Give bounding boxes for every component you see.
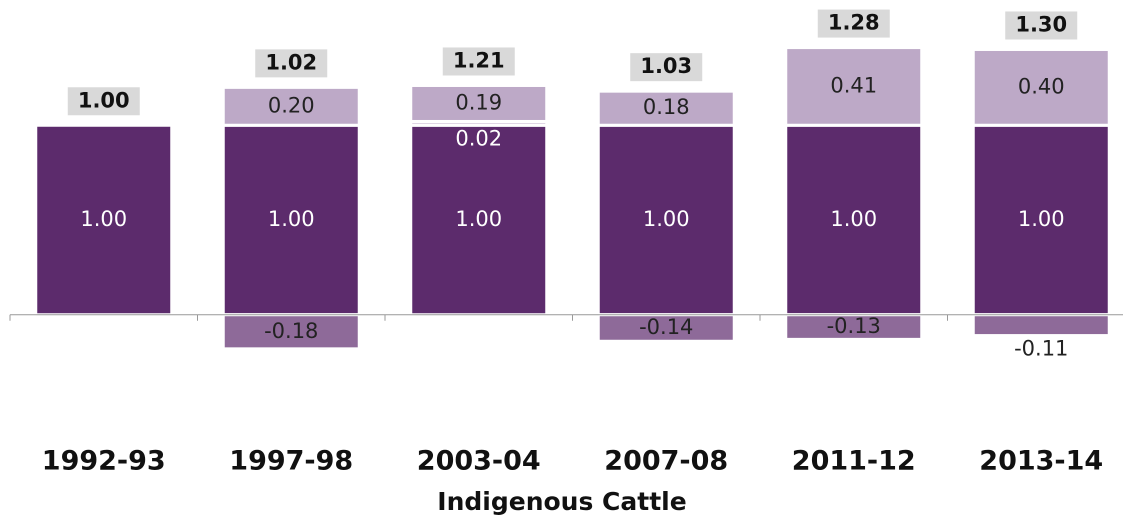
value-label: 1.00: [643, 207, 690, 231]
value-label: 1.00: [830, 207, 877, 231]
value-label: 0.20: [268, 93, 315, 117]
total-label: 1.02: [265, 50, 317, 74]
bar-segment: [971, 47, 1111, 127]
total-box: [442, 47, 515, 76]
bar-segment: [221, 313, 361, 351]
x-tick-label: 2007-08: [604, 446, 728, 477]
bar-segment: [784, 46, 924, 127]
total-label: 1.28: [828, 11, 880, 35]
total-box: [255, 49, 328, 78]
value-label: 0.18: [643, 95, 690, 119]
value-label: 1.00: [455, 207, 502, 231]
value-label: 1.00: [1018, 207, 1065, 231]
x-tick-label: 2013-14: [979, 446, 1103, 477]
x-tick-label: 1997-98: [229, 446, 353, 477]
total-box: [630, 53, 703, 82]
value-label: 0.19: [455, 90, 502, 114]
value-label: 0.41: [830, 73, 877, 97]
bar-segment: [34, 123, 174, 317]
value-label: 1.00: [268, 207, 315, 231]
value-label: -0.14: [639, 315, 693, 339]
x-tick-label: 2003-04: [417, 446, 541, 477]
bar-segment: [971, 313, 1111, 338]
total-box: [67, 87, 140, 116]
bar-segment: [596, 89, 736, 127]
value-label: 1.00: [80, 207, 127, 231]
x-axis-label: Indigenous Cattle: [437, 487, 686, 516]
bar-segment: [221, 85, 361, 127]
x-tick-label: 2011-12: [792, 446, 916, 477]
bar-segment: [596, 313, 736, 343]
value-label: -0.13: [827, 314, 881, 338]
x-tick-label: 1992-93: [42, 446, 166, 477]
value-label: 0.02: [455, 126, 502, 150]
value-label: 0.40: [1018, 74, 1065, 98]
bar-segment: [784, 313, 924, 341]
total-label: 1.21: [453, 48, 505, 72]
total-box: [1005, 11, 1078, 40]
bar-segment: [409, 123, 549, 317]
value-label: -0.18: [264, 319, 318, 343]
bar-segment: [784, 123, 924, 317]
total-label: 1.30: [1015, 12, 1067, 36]
total-box: [817, 9, 890, 38]
total-label: 1.03: [640, 54, 692, 78]
total-label: 1.00: [78, 88, 130, 112]
bar-segment: [409, 83, 549, 123]
value-label: -0.11: [1014, 337, 1068, 361]
